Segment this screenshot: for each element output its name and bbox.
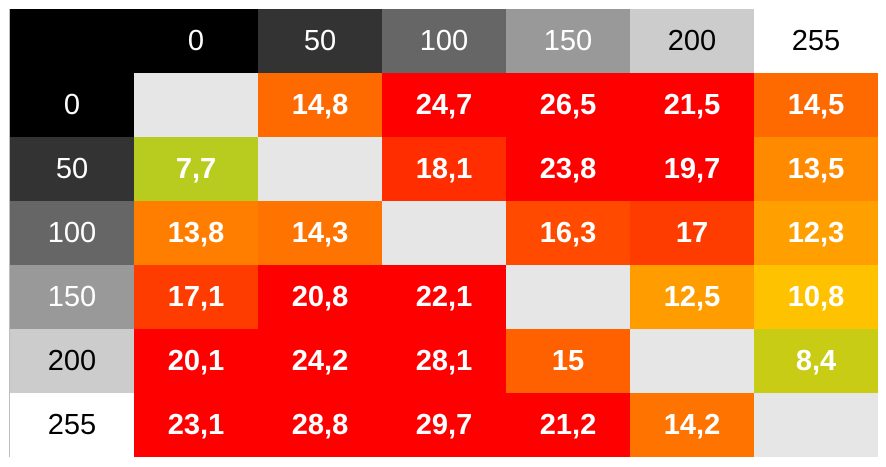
heatmap-cell: 17,1 [134, 265, 258, 329]
heatmap-cell: 14,5 [754, 73, 878, 137]
heatmap-cell: 24,7 [382, 73, 506, 137]
heatmap-cell: 23,8 [506, 137, 630, 201]
row-header: 200 [10, 329, 134, 393]
empty-diagonal-cell [506, 265, 630, 329]
empty-diagonal-cell [382, 201, 506, 265]
heatmap-cell: 22,1 [382, 265, 506, 329]
row-header: 50 [10, 137, 134, 201]
heatmap-cell: 14,2 [630, 393, 754, 457]
heatmap-cell: 12,5 [630, 265, 754, 329]
heatmap-cell: 10,8 [754, 265, 878, 329]
heatmap-cell: 13,8 [134, 201, 258, 265]
row-header: 255 [10, 393, 134, 457]
heatmap-cell: 18,1 [382, 137, 506, 201]
empty-diagonal-cell [754, 393, 878, 457]
heatmap-cell: 20,1 [134, 329, 258, 393]
column-header: 0 [134, 9, 258, 73]
heatmap-cell: 21,2 [506, 393, 630, 457]
column-header: 200 [630, 9, 754, 73]
row-header: 150 [10, 265, 134, 329]
heatmap-cell: 14,8 [258, 73, 382, 137]
row-header: 0 [10, 73, 134, 137]
heatmap-cell: 28,8 [258, 393, 382, 457]
heatmap-cell: 13,5 [754, 137, 878, 201]
heatmap-cell: 12,3 [754, 201, 878, 265]
heatmap-cell: 28,1 [382, 329, 506, 393]
heatmap-cell: 20,8 [258, 265, 382, 329]
row-header: 100 [10, 201, 134, 265]
heatmap-cell: 15 [506, 329, 630, 393]
heatmap-cell: 8,4 [754, 329, 878, 393]
heatmap-cell: 29,7 [382, 393, 506, 457]
heatmap-cell: 24,2 [258, 329, 382, 393]
heatmap-cell: 26,5 [506, 73, 630, 137]
heatmap-cell: 14,3 [258, 201, 382, 265]
contrast-heatmap: 0 50 100 150 200 255 0 14,8 24,7 26,5 21,5 14,5 50 7,… [9, 9, 878, 457]
heatmap-cell: 21,5 [630, 73, 754, 137]
heatmap-cell: 23,1 [134, 393, 258, 457]
empty-diagonal-cell [134, 73, 258, 137]
column-header: 100 [382, 9, 506, 73]
empty-diagonal-cell [630, 329, 754, 393]
column-header: 255 [754, 9, 878, 73]
empty-diagonal-cell [258, 137, 382, 201]
column-header: 150 [506, 9, 630, 73]
heatmap-cell: 7,7 [134, 137, 258, 201]
column-header: 50 [258, 9, 382, 73]
corner-cell [10, 9, 134, 73]
heatmap-cell: 16,3 [506, 201, 630, 265]
heatmap-cell: 19,7 [630, 137, 754, 201]
heatmap-cell: 17 [630, 201, 754, 265]
